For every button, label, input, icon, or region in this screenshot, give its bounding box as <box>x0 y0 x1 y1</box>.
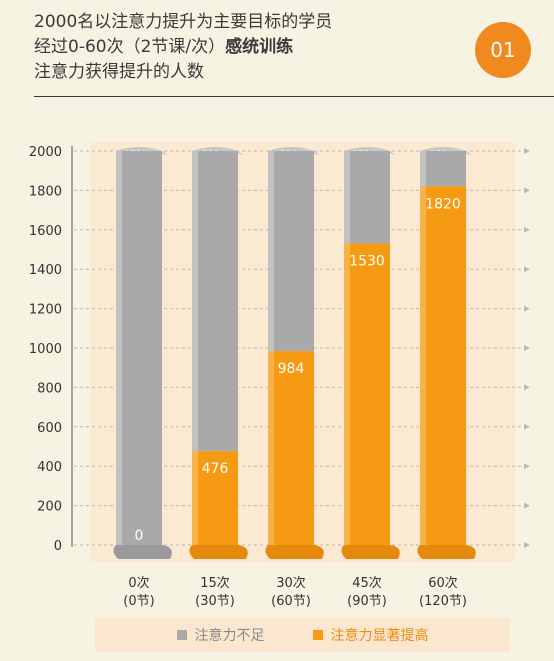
y-tick-label: 1000 <box>29 342 62 357</box>
title-line-1: 2000名以注意力提升为主要目标的学员 <box>34 12 333 32</box>
legend-item-gray: 注意力不足 <box>176 625 265 645</box>
bar-segment-gray <box>344 151 390 244</box>
bar-bottom-curl <box>189 545 248 559</box>
bar-value-label: 984 <box>278 361 305 377</box>
legend-item-orange: 注意力显著提高 <box>312 625 429 645</box>
bar-bottom-curl <box>113 545 172 559</box>
x-category-label: (90节) <box>347 594 387 609</box>
y-tick-label: 1400 <box>29 263 62 278</box>
grid-arrow-icon <box>524 187 530 194</box>
bar-highlight-orange <box>344 243 350 545</box>
grid-arrow-icon <box>524 226 530 233</box>
bar-top-curl <box>116 147 168 155</box>
title-line-2-bold: 感统训练 <box>225 37 294 57</box>
section-number-badge: 01 <box>475 22 531 78</box>
bar-highlight-gray <box>420 151 426 187</box>
bar-segment-gray <box>116 151 162 545</box>
y-tick-label: 0 <box>54 539 62 554</box>
grid-arrow-icon <box>524 542 530 548</box>
bar-bottom-curl <box>417 545 476 559</box>
bar-highlight-gray <box>116 151 122 545</box>
x-category-label: (0节) <box>123 594 154 609</box>
bar-value-label: 0 <box>135 528 144 544</box>
bar-value-label: 476 <box>202 461 229 477</box>
bar-bottom-curl <box>341 545 400 559</box>
legend-swatch-gray <box>176 630 187 640</box>
bar-segment-gray <box>268 151 314 352</box>
title-line-3: 注意力获得提升的人数 <box>34 62 204 82</box>
grid-arrow-icon <box>524 345 530 351</box>
x-category-label: 45次 <box>352 575 382 591</box>
grid-arrow-icon <box>524 502 530 509</box>
bar-top-curl <box>192 147 244 155</box>
legend-label-gray: 注意力不足 <box>194 628 265 644</box>
grid-arrow-icon <box>524 423 530 430</box>
grid-arrow-icon <box>524 463 530 470</box>
x-category-label: (60节) <box>271 594 311 609</box>
bar-segment-gray <box>420 151 466 187</box>
bar-value-label: 1820 <box>425 196 461 212</box>
grid-arrow-icon <box>524 266 530 273</box>
bar-highlight-gray <box>192 151 198 452</box>
grid-arrow-icon <box>524 305 530 312</box>
y-tick-label: 200 <box>37 500 62 515</box>
header-divider <box>34 96 554 97</box>
legend-label-orange: 注意力显著提高 <box>330 628 429 644</box>
y-tick-label: 1800 <box>29 184 62 199</box>
y-tick-label: 2000 <box>29 145 62 160</box>
chart-header: 2000名以注意力提升为主要目标的学员 经过0-60次（2节课/次）感统训练 注… <box>34 10 554 85</box>
bar-bottom-curl <box>265 545 324 559</box>
bar-value-label: 1530 <box>349 254 385 270</box>
bar-highlight-orange <box>420 186 426 545</box>
bar-highlight-orange <box>192 451 198 545</box>
x-category-label: 15次 <box>200 575 230 591</box>
bar-highlight-gray <box>344 151 350 244</box>
title-line-2-prefix: 经过0-60次（2节课/次） <box>34 37 226 57</box>
bar-segment-gray <box>192 151 238 452</box>
y-tick-label: 1200 <box>29 303 62 318</box>
grid-arrow-icon <box>524 148 530 154</box>
y-tick-label: 1600 <box>29 224 62 239</box>
legend-swatch-orange <box>312 630 323 640</box>
x-category-label: (30节) <box>195 594 235 609</box>
chart-legend: 注意力不足 注意力显著提高 <box>95 618 510 652</box>
y-tick-label: 600 <box>37 421 62 436</box>
grid-arrow-icon <box>524 384 530 391</box>
bar-segment-orange <box>344 243 390 545</box>
bar-highlight-gray <box>268 151 274 352</box>
bar-segment-orange <box>268 351 314 545</box>
x-category-label: 30次 <box>276 575 306 591</box>
bar-top-curl <box>268 147 320 155</box>
bar-segment-orange <box>420 186 466 545</box>
y-tick-label: 800 <box>37 381 62 396</box>
bar-segment-orange <box>192 451 238 545</box>
bar-top-curl <box>344 147 396 155</box>
y-tick-label: 400 <box>37 460 62 475</box>
bar-top-curl <box>420 147 472 155</box>
x-category-label: 0次 <box>128 575 149 591</box>
bar-highlight-orange <box>268 351 274 545</box>
title-line-2: 经过0-60次（2节课/次）感统训练 <box>34 35 554 60</box>
x-category-label: 60次 <box>428 575 458 591</box>
x-category-label: (120节) <box>419 594 467 609</box>
